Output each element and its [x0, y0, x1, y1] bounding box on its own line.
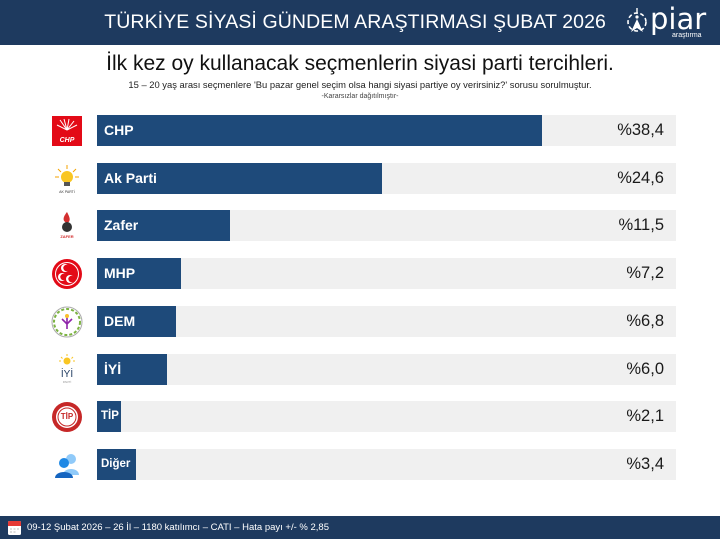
bar-label: Zafer [104, 217, 139, 233]
akparti-logo-icon: AK PARTİ [50, 162, 84, 196]
report-title: TÜRKİYE SİYASİ GÜNDEM ARAŞTIRMASI ŞUBAT … [104, 11, 606, 33]
svg-text:CHP: CHP [60, 137, 75, 144]
bar-fill: DEM [97, 306, 176, 337]
bar-label: DEM [104, 313, 136, 329]
bar-value: %6,0 [626, 360, 664, 378]
chart-note: -Kararsızlar dağıtılmıştır- [321, 93, 399, 100]
bar-row: ZAFER Zafer %11,5 [0, 210, 720, 241]
methodology-note: 09-12 Şubat 2026 – 26 İl – 1180 katılımc… [27, 522, 329, 533]
bar-row: DEM %6,8 [0, 305, 720, 339]
bar-label: İYİ [104, 361, 122, 377]
bar-row: AK PARTİ Ak Parti %24,6 [0, 163, 720, 194]
bar-value: %7,2 [626, 264, 664, 282]
target-arrow-icon [627, 8, 647, 32]
header-banner: TÜRKİYE SİYASİ GÜNDEM ARAŞTIRMASI ŞUBAT … [0, 0, 720, 45]
other-people-icon [50, 448, 84, 482]
bar-track: İYİ %6,0 [97, 354, 676, 385]
piar-logo: piar araştırma [622, 2, 718, 44]
bar-track: MHP %7,2 [97, 258, 676, 289]
bar-track: Diğer %3,4 [97, 449, 676, 480]
bar-fill: Ak Parti [97, 163, 382, 194]
bar-label: TİP [101, 410, 119, 422]
bar-value: %3,4 [626, 455, 664, 473]
bar-value: %11,5 [618, 216, 664, 234]
svg-text:İYİ: İYİ [61, 367, 73, 380]
logo-subtitle: araştırma [672, 32, 702, 39]
bar-row: Diğer %3,4 [0, 449, 720, 480]
bar-fill: Zafer [97, 210, 230, 241]
bar-track: CHP %38,4 [97, 115, 676, 146]
bar-row: MHP %7,2 [0, 258, 720, 289]
svg-text:TİP: TİP [61, 412, 74, 421]
bar-fill: İYİ [97, 354, 167, 385]
bar-row: TİP TİP %2,1 [0, 401, 720, 432]
bar-row: İYİ PARTİ İYİ %6,0 [0, 354, 720, 385]
bar-track: TİP %2,1 [97, 401, 676, 432]
zafer-logo-icon: ZAFER [50, 209, 84, 243]
svg-text:PARTİ: PARTİ [63, 379, 72, 384]
chart-title: İlk kez oy kullanacak seçmenlerin siyasi… [106, 52, 614, 75]
tip-logo-icon: TİP [50, 400, 84, 434]
chp-logo-icon: CHP [50, 114, 84, 148]
bar-label: Diğer [101, 458, 131, 470]
mhp-logo-icon [50, 257, 84, 291]
bar-fill: CHP [97, 115, 542, 146]
calendar-icon [8, 521, 21, 535]
svg-text:ZAFER: ZAFER [60, 234, 73, 239]
bar-fill: TİP [97, 401, 121, 432]
bar-value: %6,8 [626, 312, 664, 330]
bar-value: %24,6 [617, 169, 664, 187]
bar-track: Zafer %11,5 [97, 210, 676, 241]
svg-text:AK PARTİ: AK PARTİ [59, 189, 75, 194]
logo-wordmark: piar [650, 2, 707, 36]
bar-value: %38,4 [617, 121, 664, 139]
footer-banner: 09-12 Şubat 2026 – 26 İl – 1180 katılımc… [0, 516, 720, 539]
bar-track: Ak Parti %24,6 [97, 163, 676, 194]
bar-label: Ak Parti [104, 170, 157, 186]
chart-subtitle: 15 – 20 yaş arası seçmenlere 'Bu pazar g… [128, 79, 592, 90]
bar-fill: Diğer [97, 449, 136, 480]
bar-fill: MHP [97, 258, 181, 289]
bar-label: CHP [104, 122, 134, 138]
bar-track: DEM %6,8 [97, 306, 676, 337]
bar-row: CHP CHP %38,4 [0, 115, 720, 146]
iyi-logo-icon: İYİ PARTİ [50, 353, 84, 387]
bar-value: %2,1 [626, 407, 664, 425]
bar-label: MHP [104, 265, 136, 281]
dem-logo-icon [50, 305, 84, 339]
